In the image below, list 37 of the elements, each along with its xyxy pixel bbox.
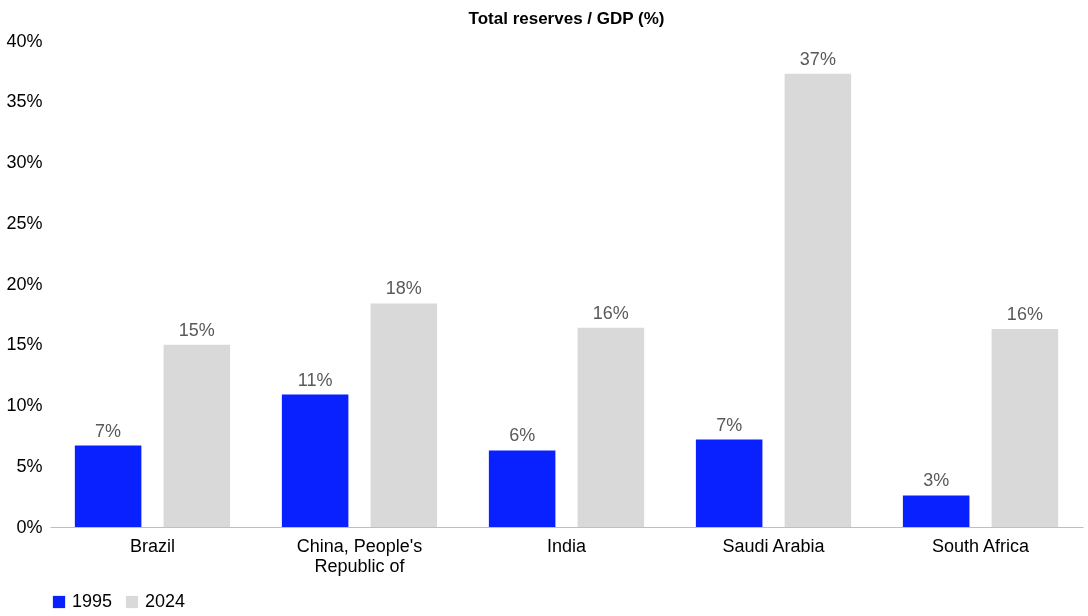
data-label: 11%	[297, 369, 333, 390]
bar	[74, 445, 142, 527]
x-tick-label: India	[546, 535, 587, 556]
bar	[902, 495, 970, 527]
data-label: 7%	[716, 414, 743, 435]
y-tick-label: 35%	[6, 91, 43, 112]
bar	[163, 344, 231, 527]
data-label: 18%	[385, 278, 422, 299]
bar	[577, 327, 645, 527]
data-label: 16%	[1006, 303, 1043, 324]
x-tick-label: Saudi Arabia	[722, 535, 826, 556]
data-label: 15%	[178, 319, 215, 340]
y-tick-label: 0%	[16, 516, 43, 537]
data-label: 16%	[592, 302, 629, 323]
y-tick-label: 15%	[6, 334, 43, 355]
data-label: 7%	[95, 420, 122, 441]
bar	[370, 303, 438, 527]
chart-title: Total reserves / GDP (%)	[468, 9, 665, 28]
y-tick-label: 40%	[6, 30, 43, 51]
y-tick-label: 10%	[6, 395, 43, 415]
x-tick-label: Brazil	[129, 535, 175, 556]
legend-label: 2024	[145, 591, 186, 611]
bar	[784, 73, 852, 527]
x-tick-label: South Africa	[932, 535, 1031, 556]
y-tick-label: 30%	[6, 152, 43, 172]
data-label: 3%	[923, 470, 950, 491]
bar	[991, 328, 1059, 527]
data-label: 6%	[509, 425, 536, 446]
bar	[281, 394, 349, 527]
bar	[488, 450, 556, 527]
y-tick-label: 20%	[6, 273, 43, 294]
y-tick-label: 5%	[16, 455, 43, 476]
y-tick-label: 25%	[6, 212, 43, 233]
data-label: 37%	[799, 48, 836, 69]
x-tick-label: China, People's Republic of	[296, 535, 423, 576]
bar	[695, 439, 763, 527]
legend-label: 1995	[72, 591, 113, 611]
